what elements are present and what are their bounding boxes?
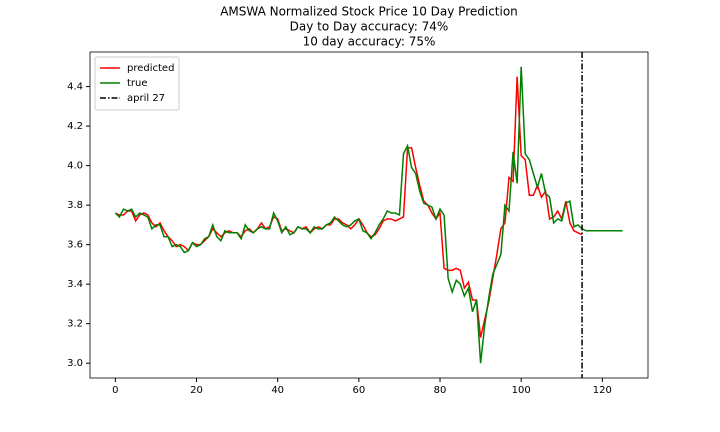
line-series <box>114 66 623 364</box>
y-tick-label: 3.4 <box>67 279 83 290</box>
legend-label: true <box>127 78 148 89</box>
chart-subtitle: Day to Day accuracy: 74% <box>290 20 449 34</box>
legend-box <box>94 56 180 111</box>
chart-title: AMSWA Normalized Stock Price 10 Day Pred… <box>220 5 518 19</box>
y-tick-label: 3.2 <box>67 319 83 330</box>
y-tick-label: 4.2 <box>67 121 83 132</box>
x-tick-label: 60 <box>352 385 365 396</box>
y-tick-label: 4.4 <box>67 82 83 93</box>
y-tick-label: 3.8 <box>67 200 83 211</box>
x-tick-label: 80 <box>434 385 447 396</box>
y-tick-label: 3.6 <box>67 240 83 251</box>
x-tick-label: 40 <box>271 385 284 396</box>
legend-label: april 27 <box>127 93 165 104</box>
y-tick-label: 3.0 <box>67 358 83 369</box>
x-tick-label: 20 <box>190 385 203 396</box>
chart-subtitle: 10 day accuracy: 75% <box>303 35 436 49</box>
plot-frame <box>89 51 649 379</box>
line-series <box>115 76 583 338</box>
x-tick-label: 0 <box>112 385 118 396</box>
x-tick-label: 120 <box>593 385 612 396</box>
x-tick-label: 100 <box>512 385 531 396</box>
y-tick-label: 4.0 <box>67 161 83 172</box>
legend-label: predicted <box>127 63 174 74</box>
